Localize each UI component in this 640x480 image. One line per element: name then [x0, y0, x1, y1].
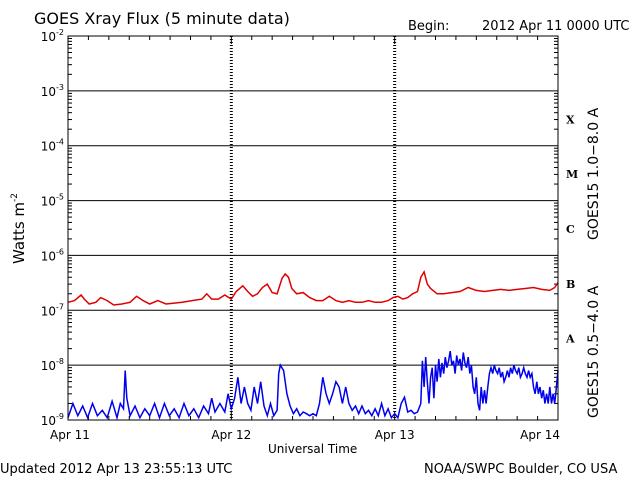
legend-blue-group: GOES15 0.5−4.0 A	[586, 285, 602, 418]
legend-goes15-short: GOES15 0.5−4.0 A	[586, 285, 602, 418]
x-tick-label: Apr 13	[375, 428, 415, 442]
flare-class-label: A	[565, 333, 575, 346]
updated-text: Updated 2012 Apr 13 23:55:13 UTC	[0, 462, 232, 477]
y-tick-label: 10-8	[41, 357, 64, 373]
x-tick-label: Apr 14	[520, 428, 560, 442]
ticks: 10-9 10-8 10-7 10-6 10-5 10-4 10-3 10-2 Apr 11 Ap…	[41, 28, 578, 442]
flare-class-label: X	[566, 113, 575, 126]
y-tick-label: 10-7	[41, 302, 64, 318]
plot-frame	[67, 35, 559, 421]
begin-label: Begin:	[408, 19, 449, 34]
y-tick-label: 10-6	[41, 247, 64, 263]
x-tick-label: Apr 11	[50, 428, 90, 442]
flare-class-label: C	[566, 223, 575, 236]
y-axis-label: Watts m	[10, 202, 28, 264]
grid	[68, 35, 558, 421]
begin-value: 2012 Apr 11 0000 UTC	[482, 19, 630, 34]
y-axis-label-sup: -2	[10, 193, 20, 202]
legend-goes15-long: GOES15 1.0−8.0 A	[586, 107, 602, 240]
y-tick-label: 10-4	[41, 138, 64, 154]
flare-class-label: M	[566, 168, 578, 181]
legend-red-group: GOES15 1.0−8.0 A	[586, 107, 602, 240]
chart-title: GOES Xray Flux (5 minute data)	[34, 9, 290, 28]
credit-text: NOAA/SWPC Boulder, CO USA	[424, 462, 617, 477]
flare-class-label: B	[566, 278, 575, 291]
y-tick-label: 10-3	[41, 83, 64, 99]
y-tick-label: 10-9	[41, 412, 64, 428]
svg-text:Watts m-2: Watts m-2	[10, 193, 28, 264]
x-axis-label: Universal Time	[268, 442, 357, 456]
series-line-goes15-long	[67, 270, 559, 306]
series-layer	[67, 270, 559, 421]
y-tick-label: 10-5	[41, 193, 64, 209]
x-tick-label: Apr 12	[211, 428, 251, 442]
series-line-goes15-short	[67, 350, 559, 421]
y-axis-label-group: Watts m-2	[10, 193, 28, 264]
y-tick-label: 10-2	[41, 28, 64, 44]
